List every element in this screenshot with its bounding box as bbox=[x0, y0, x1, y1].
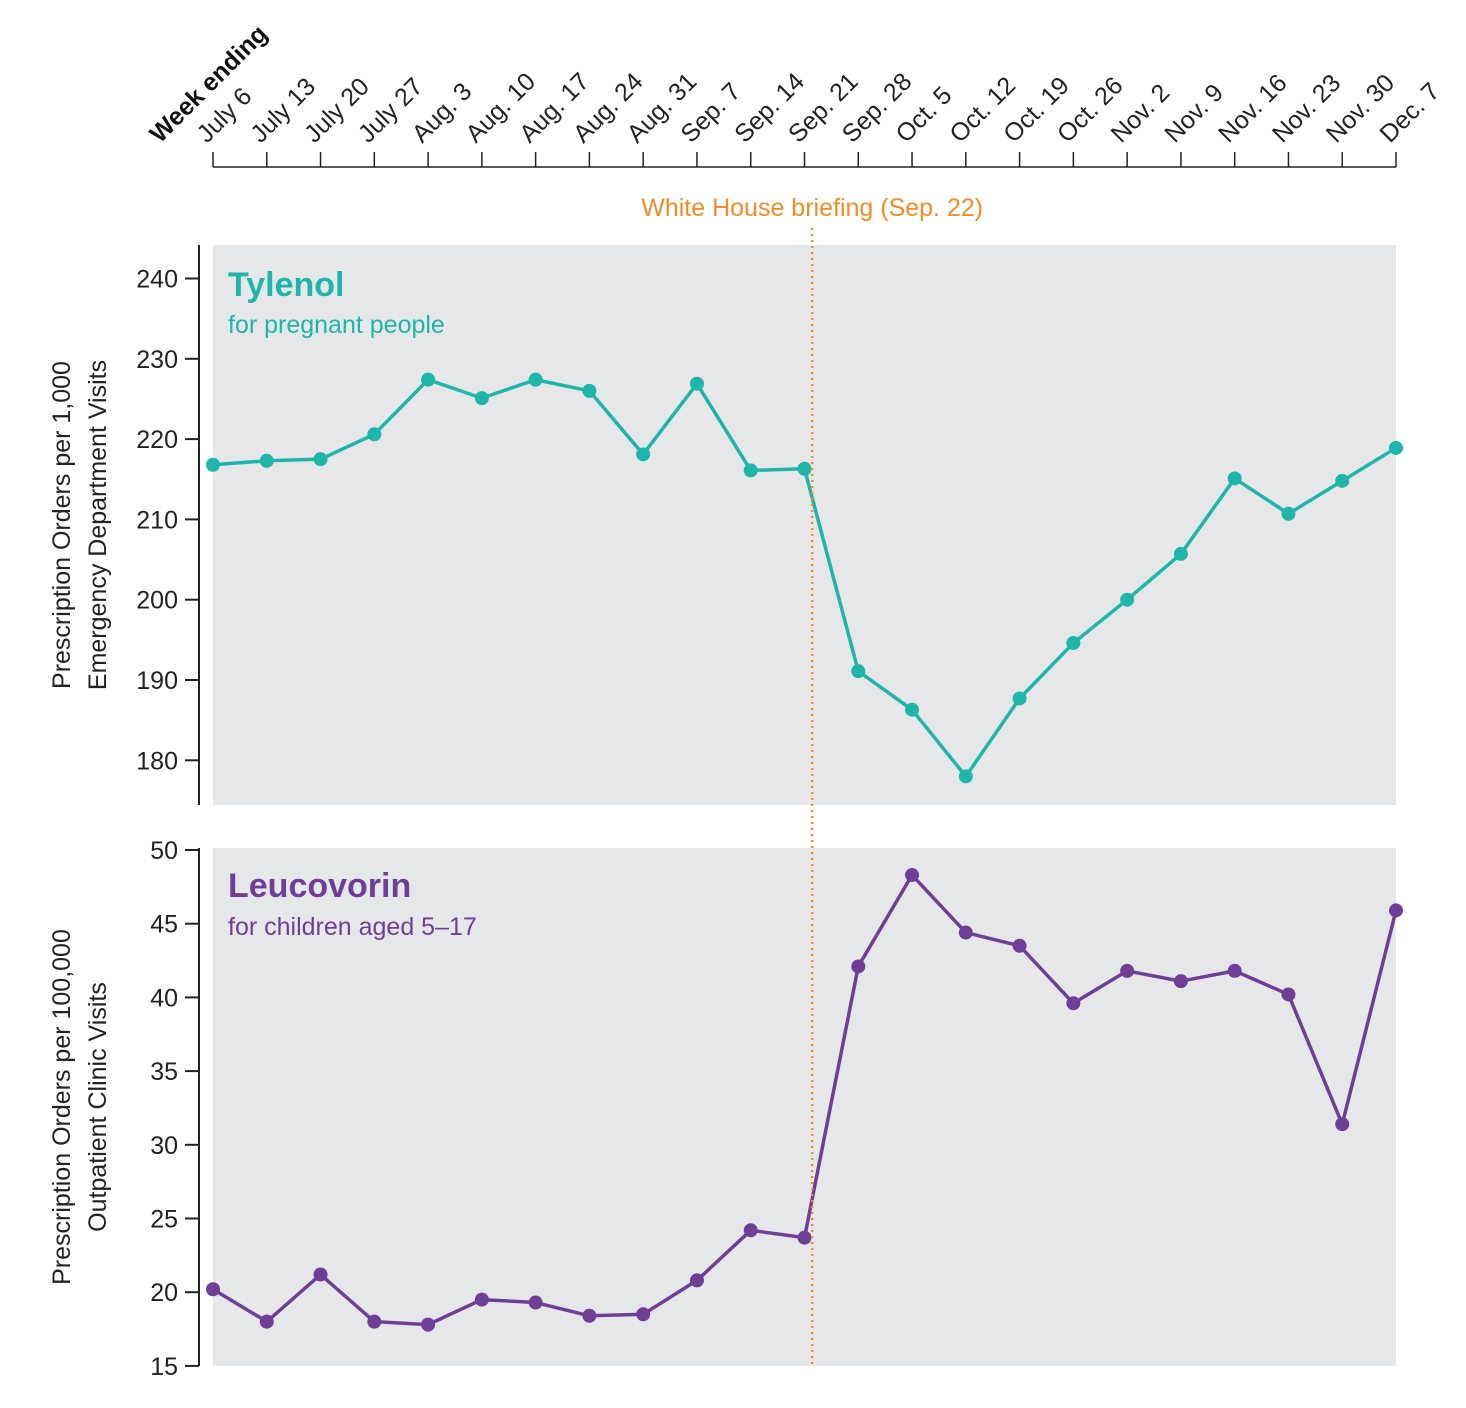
leucovorin-y-axis-title: Outpatient Clinic Visits bbox=[84, 982, 112, 1232]
leucovorin-data-point bbox=[905, 868, 920, 883]
leucovorin-y-axis-title: Prescription Orders per 100,000 bbox=[48, 929, 76, 1285]
leucovorin-data-point bbox=[367, 1314, 382, 1329]
tylenol-data-point bbox=[958, 769, 973, 784]
tylenol-data-point bbox=[1012, 691, 1027, 706]
leucovorin-y-tick-label: 40 bbox=[150, 984, 178, 1012]
leucovorin-data-point bbox=[1389, 903, 1403, 918]
tylenol-data-point bbox=[1389, 440, 1403, 455]
leucovorin-data-point bbox=[528, 1295, 543, 1310]
leucovorin-subtitle: for children aged 5–17 bbox=[228, 913, 477, 941]
leucovorin-panel-background bbox=[213, 848, 1396, 1366]
leucovorin-data-point bbox=[743, 1223, 758, 1238]
tylenol-title: Tylenol bbox=[228, 266, 345, 304]
tylenol-data-point bbox=[259, 453, 274, 468]
tylenol-data-point bbox=[474, 391, 489, 406]
tylenol-data-point bbox=[1066, 636, 1081, 651]
tylenol-data-point bbox=[689, 376, 704, 391]
tylenol-data-point bbox=[528, 372, 543, 387]
tylenol-y-tick-label: 180 bbox=[136, 747, 178, 775]
tylenol-y-tick-label: 240 bbox=[136, 266, 178, 294]
tylenol-y-tick-label: 210 bbox=[136, 506, 178, 534]
leucovorin-data-point bbox=[1066, 996, 1081, 1011]
leucovorin-y-tick-label: 15 bbox=[150, 1353, 178, 1381]
tylenol-data-point bbox=[1120, 592, 1135, 607]
tylenol-data-point bbox=[367, 427, 382, 442]
tylenol-subtitle: for pregnant people bbox=[228, 311, 445, 339]
leucovorin-data-point bbox=[259, 1314, 274, 1329]
tylenol-data-point bbox=[313, 452, 328, 467]
leucovorin-data-point bbox=[1120, 963, 1135, 978]
leucovorin-y-tick-label: 30 bbox=[150, 1132, 178, 1160]
leucovorin-data-point bbox=[1335, 1117, 1350, 1132]
leucovorin-y-tick-label: 20 bbox=[150, 1279, 178, 1307]
tylenol-data-point bbox=[636, 447, 651, 462]
leucovorin-data-point bbox=[689, 1273, 704, 1288]
leucovorin-data-point bbox=[474, 1292, 489, 1307]
tylenol-y-tick-label: 190 bbox=[136, 667, 178, 695]
tylenol-data-point bbox=[1335, 473, 1350, 488]
leucovorin-y-tick-label: 25 bbox=[150, 1206, 178, 1234]
tylenol-data-point bbox=[743, 463, 758, 478]
tylenol-data-point bbox=[1281, 506, 1296, 521]
tylenol-data-point bbox=[905, 702, 920, 717]
leucovorin-title: Leucovorin bbox=[228, 867, 411, 905]
leucovorin-data-point bbox=[1281, 987, 1296, 1002]
tylenol-y-axis-title: Emergency Department Visits bbox=[84, 360, 112, 690]
tylenol-data-point bbox=[1173, 546, 1188, 561]
leucovorin-data-point bbox=[313, 1267, 328, 1282]
leucovorin-data-point bbox=[851, 959, 866, 974]
leucovorin-y-tick-label: 50 bbox=[150, 837, 178, 865]
leucovorin-data-point bbox=[958, 925, 973, 940]
leucovorin-data-point bbox=[1173, 974, 1188, 989]
leucovorin-data-point bbox=[636, 1307, 651, 1322]
tylenol-y-axis-title: Prescription Orders per 1,000 bbox=[48, 361, 76, 689]
tylenol-y-tick-label: 230 bbox=[136, 346, 178, 374]
tylenol-data-point bbox=[1227, 471, 1242, 486]
leucovorin-data-point bbox=[421, 1317, 436, 1332]
tylenol-data-point bbox=[797, 461, 812, 476]
week-tick-label: Nov. 9 bbox=[1159, 79, 1229, 149]
tylenol-y-tick-label: 200 bbox=[136, 587, 178, 615]
leucovorin-data-point bbox=[797, 1230, 812, 1245]
tylenol-data-point bbox=[421, 372, 436, 387]
leucovorin-data-point bbox=[206, 1282, 220, 1297]
white-house-briefing-label: White House briefing (Sep. 22) bbox=[641, 194, 983, 222]
tylenol-y-tick-label: 220 bbox=[136, 426, 178, 454]
tylenol-data-point bbox=[582, 383, 597, 398]
leucovorin-data-point bbox=[582, 1308, 597, 1323]
tylenol-data-point bbox=[851, 664, 866, 679]
tylenol-data-point bbox=[206, 457, 220, 472]
leucovorin-data-point bbox=[1227, 963, 1242, 978]
leucovorin-y-tick-label: 35 bbox=[150, 1058, 178, 1086]
leucovorin-data-point bbox=[1012, 938, 1027, 953]
tylenol-panel-background bbox=[213, 245, 1396, 805]
leucovorin-y-tick-label: 45 bbox=[150, 911, 178, 939]
